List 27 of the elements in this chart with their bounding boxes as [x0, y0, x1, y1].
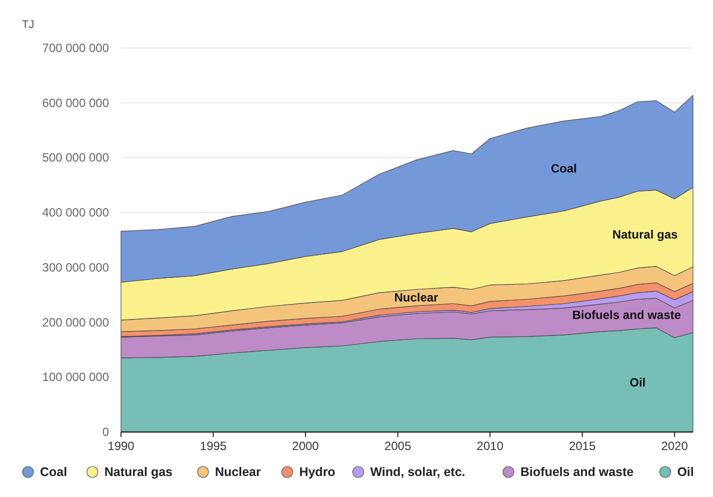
y-tick-label: 200 000 000: [42, 315, 110, 330]
y-tick-label: 300 000 000: [42, 260, 110, 274]
annotation: Natural gas: [612, 228, 678, 242]
y-tick-label: 0: [102, 425, 110, 439]
legend-label: Nuclear: [215, 465, 261, 479]
annotation: Coal: [550, 162, 577, 176]
legend-label: Oil: [677, 465, 694, 479]
x-tick-label: 1990: [108, 439, 135, 453]
x-tick-label: 2005: [384, 439, 412, 453]
annotation: Biofuels and waste: [572, 308, 682, 322]
x-tick-label: 1995: [200, 439, 227, 453]
x-tick-label: 2020: [661, 439, 688, 453]
x-tick-label: 2000: [292, 439, 320, 453]
x-tick-label: 2010: [476, 439, 504, 453]
y-tick-label: 100 000 000: [42, 370, 110, 384]
y-tick-label: 700 000 000: [42, 41, 110, 55]
legend-label: Wind, solar, etc.: [370, 465, 466, 479]
legend-label: Biofuels and waste: [520, 465, 634, 479]
x-tick-label: 2015: [568, 439, 596, 453]
legend-label: Natural gas: [104, 465, 173, 479]
y-tick-label: 400 000 000: [42, 206, 110, 220]
y-tick-label: 600 000 000: [42, 96, 110, 110]
y-tick-label: 500 000 000: [42, 150, 110, 165]
annotation: Nuclear: [394, 290, 439, 305]
y-axis-title: TJ: [22, 19, 34, 31]
legend-label: Coal: [40, 465, 68, 479]
legend-label: Hydro: [299, 465, 336, 479]
